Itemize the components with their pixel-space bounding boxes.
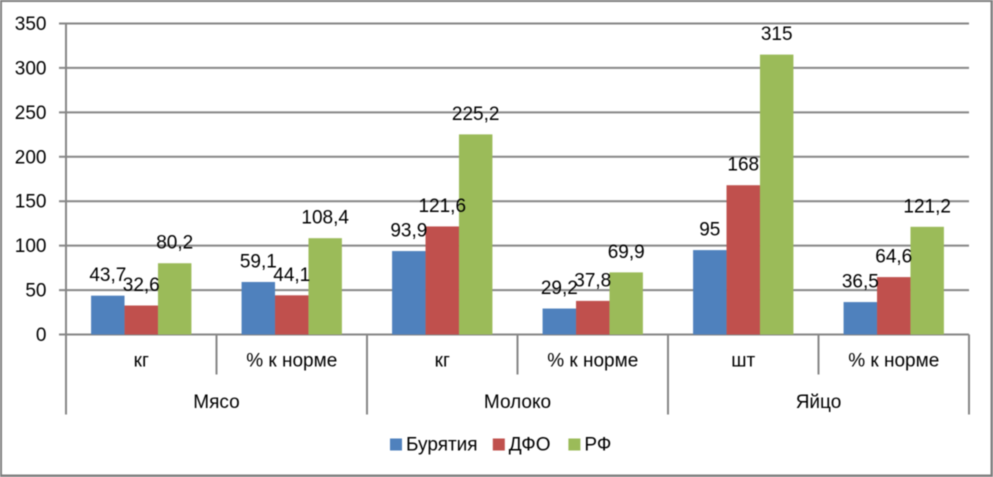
svg-text:44,1: 44,1 xyxy=(273,265,310,286)
svg-text:80,2: 80,2 xyxy=(156,233,193,254)
svg-text:95: 95 xyxy=(699,220,720,241)
svg-text:225,2: 225,2 xyxy=(452,104,500,125)
svg-text:% к норме: % к норме xyxy=(848,351,939,372)
svg-text:150: 150 xyxy=(15,192,47,213)
svg-text:93,9: 93,9 xyxy=(390,221,427,242)
svg-text:кг: кг xyxy=(435,351,450,372)
svg-text:121,6: 121,6 xyxy=(418,196,466,217)
svg-text:Яйцо: Яйцо xyxy=(796,392,842,413)
svg-text:315: 315 xyxy=(761,24,793,45)
svg-text:Бурятия: Бурятия xyxy=(406,435,478,456)
svg-text:200: 200 xyxy=(15,147,47,168)
svg-text:50: 50 xyxy=(25,281,46,302)
svg-text:69,9: 69,9 xyxy=(608,242,645,263)
svg-text:250: 250 xyxy=(15,103,47,124)
svg-text:Молоко: Молоко xyxy=(484,392,551,413)
svg-text:% к норме: % к норме xyxy=(246,351,337,372)
svg-text:350: 350 xyxy=(15,14,47,35)
svg-text:37,8: 37,8 xyxy=(574,270,611,291)
svg-text:0: 0 xyxy=(36,325,47,346)
svg-text:121,2: 121,2 xyxy=(903,196,951,217)
svg-text:108,4: 108,4 xyxy=(301,208,349,229)
svg-text:100: 100 xyxy=(15,236,47,257)
svg-text:% к норме: % к норме xyxy=(547,351,638,372)
svg-text:59,1: 59,1 xyxy=(240,251,277,272)
svg-text:168: 168 xyxy=(727,155,759,176)
svg-text:64,6: 64,6 xyxy=(875,247,912,268)
svg-text:43,7: 43,7 xyxy=(89,265,126,286)
svg-text:32,6: 32,6 xyxy=(123,275,160,296)
svg-text:Мясо: Мясо xyxy=(193,392,239,413)
svg-text:29,2: 29,2 xyxy=(541,278,578,299)
svg-text:300: 300 xyxy=(15,58,47,79)
svg-text:шт: шт xyxy=(731,351,755,372)
svg-text:ДФО: ДФО xyxy=(509,435,551,456)
svg-text:РФ: РФ xyxy=(584,435,611,456)
svg-text:кг: кг xyxy=(134,351,149,372)
svg-text:36,5: 36,5 xyxy=(842,272,879,293)
